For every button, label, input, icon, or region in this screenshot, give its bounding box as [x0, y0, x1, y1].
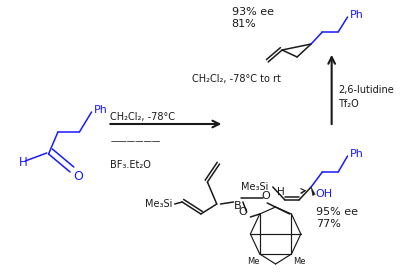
Text: CH₂Cl₂, -78°C to rt: CH₂Cl₂, -78°C to rt: [192, 74, 280, 84]
Text: Tf₂O: Tf₂O: [338, 99, 359, 109]
Text: 95% ee: 95% ee: [316, 207, 358, 217]
Text: CH₂Cl₂, -78°C: CH₂Cl₂, -78°C: [110, 112, 175, 122]
Text: 2,6-lutidine: 2,6-lutidine: [338, 85, 394, 95]
Text: Me₃Si: Me₃Si: [145, 199, 172, 209]
Text: Ph: Ph: [94, 105, 108, 115]
Text: 93% ee: 93% ee: [232, 7, 274, 17]
Text: OH: OH: [316, 189, 333, 199]
Text: Me₃Si: Me₃Si: [241, 182, 268, 192]
Text: H: H: [276, 187, 284, 197]
Text: O: O: [238, 207, 247, 217]
Text: Ph: Ph: [350, 149, 364, 159]
Text: 81%: 81%: [232, 19, 256, 29]
Text: O: O: [261, 191, 270, 201]
Text: Ph: Ph: [350, 10, 364, 20]
Text: BF₃.Et₂O: BF₃.Et₂O: [110, 160, 151, 170]
Text: ——————: ——————: [110, 138, 160, 147]
Text: Me: Me: [247, 258, 259, 267]
Text: H: H: [19, 156, 28, 168]
Text: Me: Me: [293, 258, 306, 267]
Text: 77%: 77%: [316, 219, 341, 229]
Text: O: O: [73, 169, 83, 183]
Text: B: B: [234, 201, 241, 211]
Polygon shape: [311, 187, 315, 196]
